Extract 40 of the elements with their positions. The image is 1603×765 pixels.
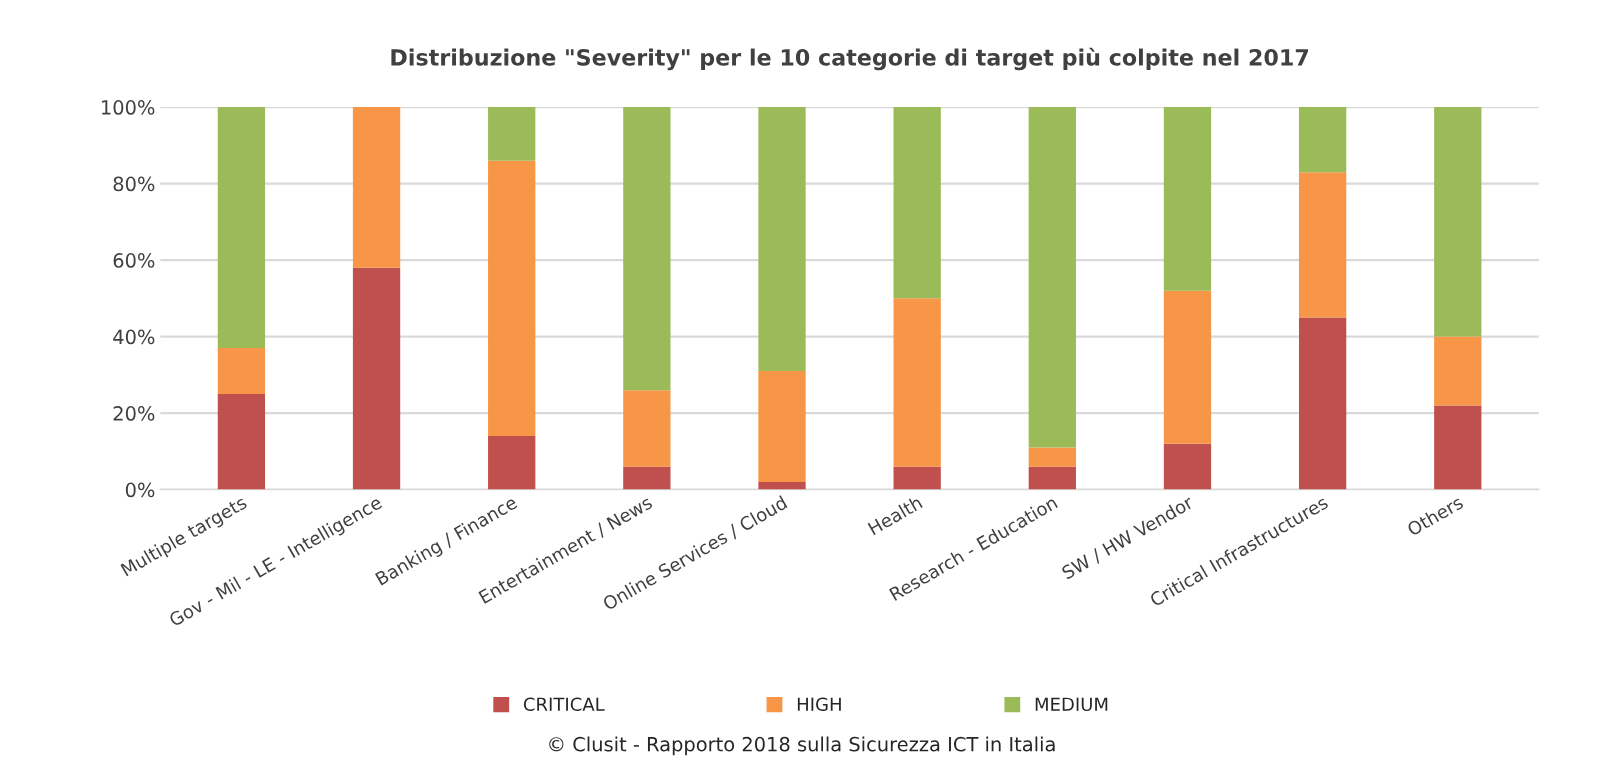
bar [758, 107, 806, 372]
y-tick-label: 40% [113, 329, 155, 345]
bar [893, 298, 941, 467]
bar [1434, 336, 1482, 406]
bar [1298, 172, 1347, 318]
bar [1434, 405, 1482, 490]
bar [1028, 466, 1076, 490]
bar [217, 393, 266, 490]
legend-label: CRITICAL [523, 697, 605, 712]
y-tick-label: 80% [113, 176, 155, 192]
bar [1163, 107, 1212, 291]
bar [1163, 443, 1212, 490]
chart-title: Distribuzione "Severity" per le 10 categorie di target più colpite nel 2017 [391, 47, 1309, 71]
bar [1298, 107, 1347, 173]
y-tick-label: 20% [113, 406, 155, 421]
bar [352, 107, 401, 268]
legend-label: MEDIUM [1035, 697, 1108, 712]
bar [623, 107, 671, 391]
bar [488, 436, 536, 490]
bar [1298, 317, 1347, 490]
bar [623, 390, 671, 467]
y-tick-label: 0% [125, 482, 155, 498]
bar [1028, 447, 1076, 467]
bar [893, 466, 941, 490]
bar [217, 107, 266, 349]
y-tick-label: 60% [113, 253, 155, 268]
y-tick-label: 100% [101, 100, 155, 115]
bar [1163, 290, 1212, 444]
bar [893, 107, 941, 299]
bar [217, 348, 266, 394]
bar [758, 481, 806, 490]
bar [623, 466, 671, 490]
bar [1434, 107, 1482, 337]
bar [1028, 107, 1076, 448]
bar [758, 371, 806, 482]
bar [488, 107, 536, 161]
text: © Clusit - Rapporto 2018 sulla Sicurezza ICT in Italia [549, 736, 1055, 756]
bar [352, 267, 401, 490]
bar [488, 160, 536, 437]
legend-label: HIGH [797, 697, 841, 712]
